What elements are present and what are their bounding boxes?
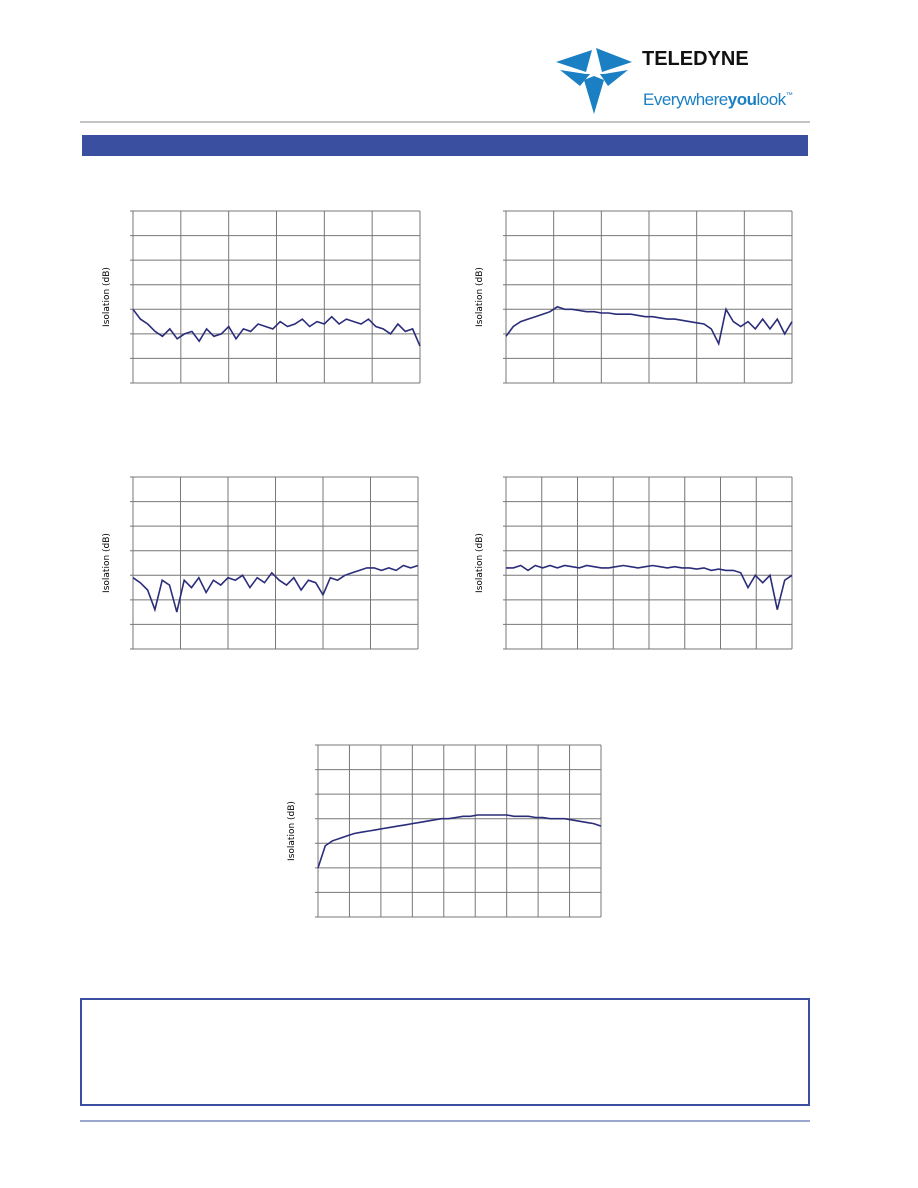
chart: Isolation (dB)	[475, 476, 793, 650]
y-axis-label: Isolation (dB)	[102, 267, 112, 327]
note-box	[80, 998, 810, 1106]
section-bar	[82, 135, 808, 156]
data-line	[505, 305, 793, 347]
chart: Isolation (dB)	[102, 210, 421, 384]
data-line	[132, 308, 421, 347]
data-line	[317, 814, 602, 869]
data-line	[132, 564, 419, 613]
tagline-part: you	[728, 90, 757, 109]
y-axis-label: Isolation (dB)	[475, 533, 485, 593]
tagline-part: look	[757, 90, 787, 109]
tagline: Everywhereyoulook™	[643, 90, 793, 109]
chart: Isolation (dB)	[102, 476, 419, 650]
chart: Isolation (dB)	[287, 744, 602, 918]
data-line	[506, 564, 793, 610]
y-axis-label: Isolation (dB)	[102, 533, 112, 593]
chart: Isolation (dB)	[475, 210, 793, 384]
y-axis-label: Isolation (dB)	[287, 801, 297, 861]
y-axis-label: Isolation (dB)	[475, 267, 485, 327]
tagline-part: Everywhere	[643, 90, 728, 109]
brand: TELEDYNE	[642, 48, 749, 70]
logo-mark	[556, 48, 632, 114]
tagline-part: ™	[786, 92, 793, 99]
